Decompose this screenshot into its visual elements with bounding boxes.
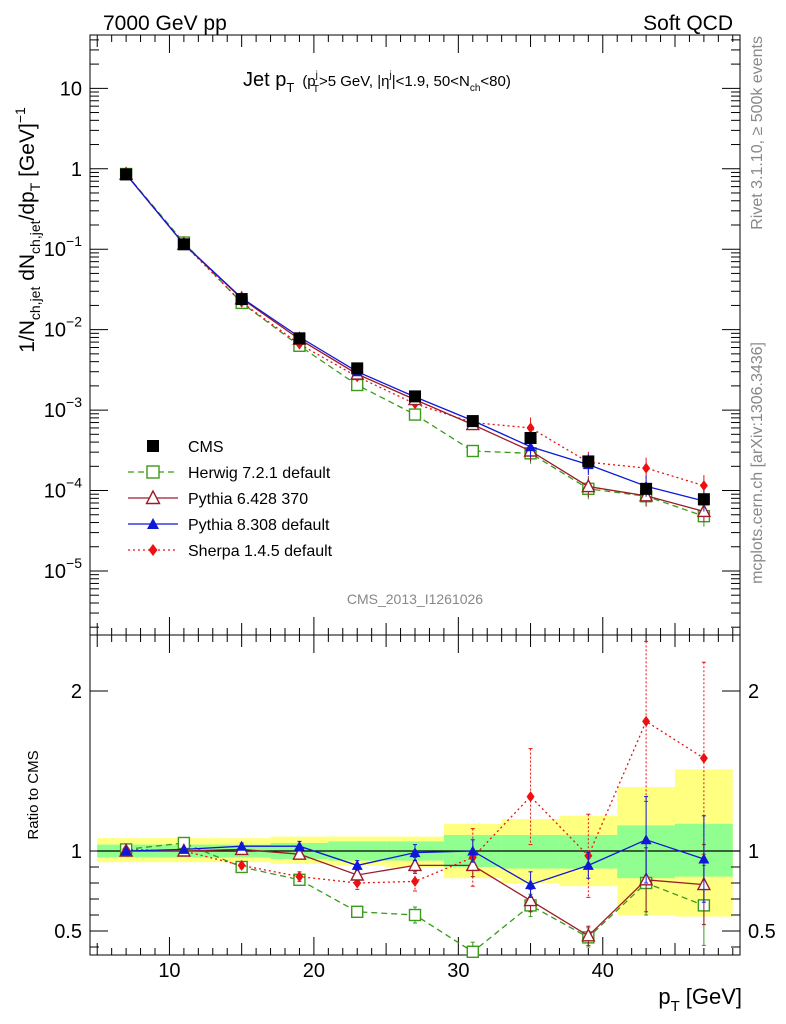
legend-marker-cms [147,440,159,452]
legend-label-pythia6: Pythia 6.428 370 [188,491,308,508]
analysis-id-label: CMS_2013_I1261026 [347,591,483,607]
legend-marker-pythia6 [145,489,161,505]
ratio-point-pythia8 [178,843,190,854]
main-point-cms [409,390,421,403]
ratio-point-pythia6 [581,927,596,942]
main-line-pythia6 [125,173,705,513]
ratio-point-pythia6 [523,892,538,907]
legend-entry-pythia8: Pythia 8.308 default [128,517,330,534]
ratio-point-sherpa [295,871,304,883]
main-point-cms [177,238,190,251]
main-point-herwig [408,408,422,421]
x-axis-label: pT [GeV] [658,984,742,1015]
y-tick-label-main: 10 [60,78,82,100]
legend-entry-herwig: Herwig 7.2.1 default [128,465,331,482]
main-series-pythia8 [120,168,710,512]
legend-label-cms: CMS [188,439,224,456]
ratio-series-group [118,640,712,958]
ratio-point-herwig [466,945,479,958]
main-point-pythia8 [525,441,537,452]
ratio-point-pythia6 [350,866,365,881]
legend: CMS Herwig 7.2.1 default Pythia 6.428 370 P… [128,439,333,560]
ratio-point-pythia6 [465,857,480,872]
y-tick-label-ratio: 2 [71,681,82,703]
ratio-line-sherpa [126,720,705,884]
ratio-point-pythia8 [467,845,479,856]
plot-title: Jet pT (pj T>5 GeV, |ηj|<1.9, 50<Nch<80) [243,69,511,95]
main-point-herwig [466,444,479,458]
main-point-cms [640,482,653,495]
y-tick-label-main: 10−2 [44,314,82,342]
ratio-point-sherpa [642,715,651,727]
mcplots-label: mcplots.cern.ch [arXiv:1306.3436] [749,342,766,584]
legend-entry-cms: CMS [147,439,224,456]
main-point-sherpa [699,480,708,492]
header-left: 7000 GeV pp [103,12,227,35]
ratio-point-herwig [408,908,422,922]
ratio-point-pythia8 [409,847,421,858]
ratio-point-pythia8 [293,840,305,851]
y-tick-label-ratio-right: 2 [748,681,759,703]
main-point-sherpa [642,462,651,474]
y-tick-label-main: 1 [71,159,82,181]
y-axis-label-ratio: Ratio to CMS [25,750,42,839]
ratio-point-pythia6 [292,846,307,860]
ratio-point-pythia8 [120,845,132,856]
main-series-cms [120,168,710,506]
main-point-cms [466,415,479,428]
main-point-cms [524,431,537,444]
main-axes: 10 1 10−1 10−2 10−3 10−4 10−5 [44,35,740,635]
main-point-pythia6 [581,478,596,493]
legend-marker-herwig [146,465,160,479]
y-tick-label-main: 10−4 [44,475,82,503]
main-point-cms [351,362,364,375]
legend-entry-sherpa: Sherpa 1.4.5 default [128,543,333,560]
main-series-group [118,166,712,527]
main-point-cms [293,332,306,345]
ratio-point-pythia8 [582,859,594,870]
header-right: Soft QCD [643,12,733,35]
main-point-sherpa [526,422,535,434]
legend-marker-pythia8 [147,518,159,529]
x-tick-label: 20 [303,960,325,982]
y-axis-label-main: 1/Nch,jet dNch,jet/dpT [GeV]−1 [12,107,43,353]
y-tick-label-main: 10−5 [44,555,82,583]
ratio-point-pythia8 [698,853,710,864]
main-point-cms [120,168,133,181]
ratio-point-pythia8 [525,879,537,890]
main-point-cms [582,455,595,468]
ratio-point-sherpa [526,791,535,803]
ratio-point-sherpa [699,752,708,764]
y-tick-label-ratio: 1 [71,841,82,863]
ratio-point-pythia6 [407,857,423,872]
ratio-point-pythia8 [351,859,363,870]
band-inner-segment [501,835,560,869]
y-tick-label-ratio: 0.5 [54,921,82,943]
ratio-series-pythia8 [120,796,710,903]
x-tick-label: 10 [158,960,180,982]
main-line-sherpa [125,173,705,487]
y-tick-label-ratio-right: 1 [748,841,759,863]
main-point-cms [235,293,248,306]
legend-marker-sherpa [148,544,158,556]
legend-label-pythia8: Pythia 8.308 default [188,517,330,534]
legend-label-sherpa: Sherpa 1.4.5 default [188,543,333,560]
y-tick-label-main: 10−1 [44,233,82,261]
ratio-point-sherpa [411,875,419,887]
ratio-point-sherpa [237,859,246,871]
rivet-version-label: Rivet 3.1.10, ≥ 500k events [749,36,766,230]
main-point-cms [697,493,710,506]
ratio-point-pythia8 [236,840,248,851]
ratio-point-herwig [351,905,364,918]
legend-label-herwig: Herwig 7.2.1 default [188,465,331,482]
ratio-point-pythia8 [640,834,652,845]
ratio-axes: 2 2 1 1 0.5 0.5 10 20 30 40 [54,635,776,982]
y-tick-label-ratio-right: 0.5 [748,921,776,943]
x-tick-label: 40 [592,960,614,982]
y-tick-label-main: 10−3 [44,394,82,422]
x-tick-label: 30 [447,960,469,982]
legend-entry-pythia6: Pythia 6.428 370 [128,489,308,508]
